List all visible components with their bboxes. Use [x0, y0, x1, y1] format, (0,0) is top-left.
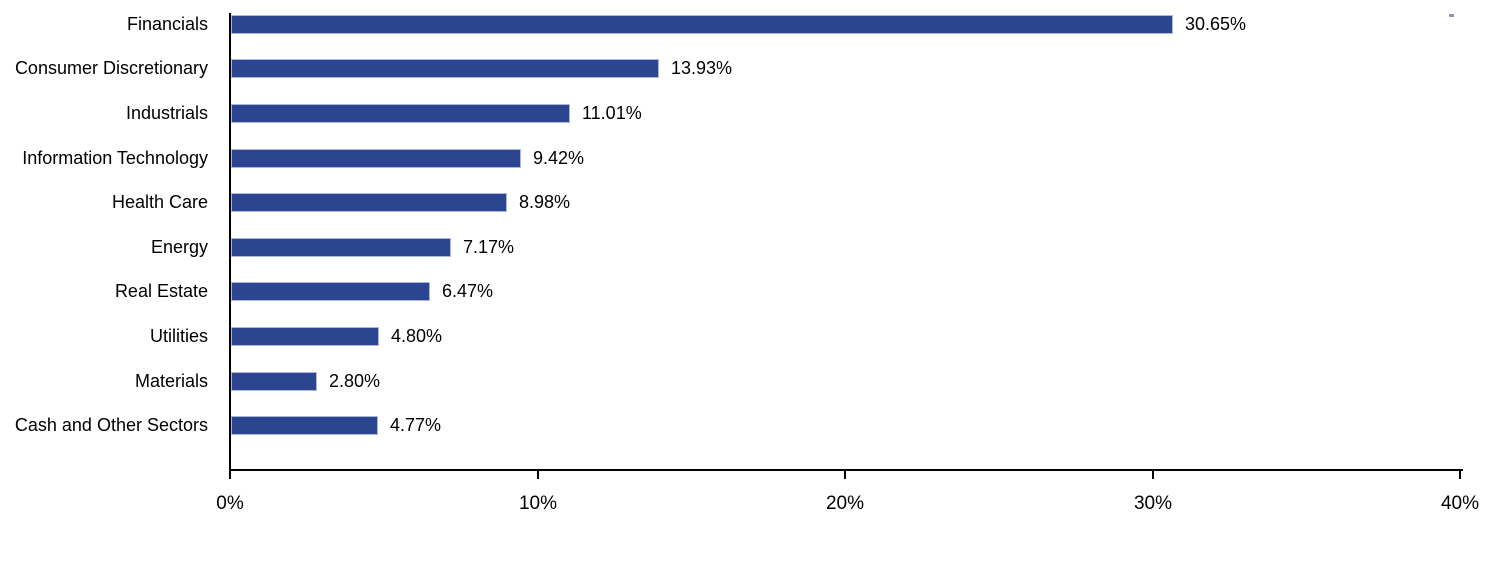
category-label-information-technology: Information Technology	[22, 148, 208, 168]
bar-health-care	[231, 193, 507, 212]
bar-real-estate	[231, 282, 430, 301]
value-label-cash-and-other-sectors: 4.77%	[390, 415, 442, 435]
value-label-energy: 7.17%	[463, 237, 515, 257]
stray-mark	[1449, 14, 1454, 17]
value-label-consumer-discretionary: 13.93%	[671, 58, 733, 78]
bar-utilities	[231, 327, 379, 346]
category-label-consumer-discretionary: Consumer Discretionary	[14, 58, 208, 78]
x-axis-tick-20pct	[844, 471, 846, 479]
bar-financials	[231, 15, 1173, 34]
category-label-utilities: Utilities	[149, 326, 208, 346]
category-label-health-care: Health Care	[111, 192, 208, 212]
value-label-real-estate: 6.47%	[442, 281, 494, 301]
bar-industrials	[231, 104, 570, 123]
x-axis-tick-30pct	[1152, 471, 1154, 479]
value-label-health-care: 8.98%	[519, 192, 571, 212]
bar-consumer-discretionary	[231, 59, 659, 78]
x-axis-tick-10pct	[537, 471, 539, 479]
category-label-cash-and-other-sectors: Cash and Other Sectors	[14, 415, 208, 435]
category-label-materials: Materials	[134, 371, 208, 391]
bar-cash-and-other-sectors	[231, 416, 378, 435]
value-label-materials: 2.80%	[329, 371, 381, 391]
bar-information-technology	[231, 149, 521, 168]
value-label-information-technology: 9.42%	[533, 148, 585, 168]
category-label-financials: Financials	[126, 14, 208, 34]
x-axis-tick-40pct	[1459, 471, 1461, 479]
category-label-energy: Energy	[150, 237, 208, 257]
x-axis-tick-label-20pct: 20%	[825, 493, 865, 514]
x-axis-tick-label-0pct: 0%	[216, 493, 244, 514]
x-axis-tick-label-40pct: 40%	[1440, 493, 1480, 514]
bar-energy	[231, 238, 451, 257]
bar-materials	[231, 372, 317, 391]
category-label-industrials: Industrials	[125, 103, 208, 123]
x-axis-line	[229, 469, 1463, 471]
y-axis-line	[229, 13, 231, 471]
x-axis-tick-label-30pct: 30%	[1133, 493, 1173, 514]
value-label-utilities: 4.80%	[391, 326, 443, 346]
x-axis-tick-label-10pct: 10%	[518, 493, 558, 514]
x-axis-tick-0pct	[229, 471, 231, 479]
value-label-financials: 30.65%	[1185, 14, 1247, 34]
category-label-real-estate: Real Estate	[114, 281, 208, 301]
value-label-industrials: 11.01%	[582, 103, 642, 123]
